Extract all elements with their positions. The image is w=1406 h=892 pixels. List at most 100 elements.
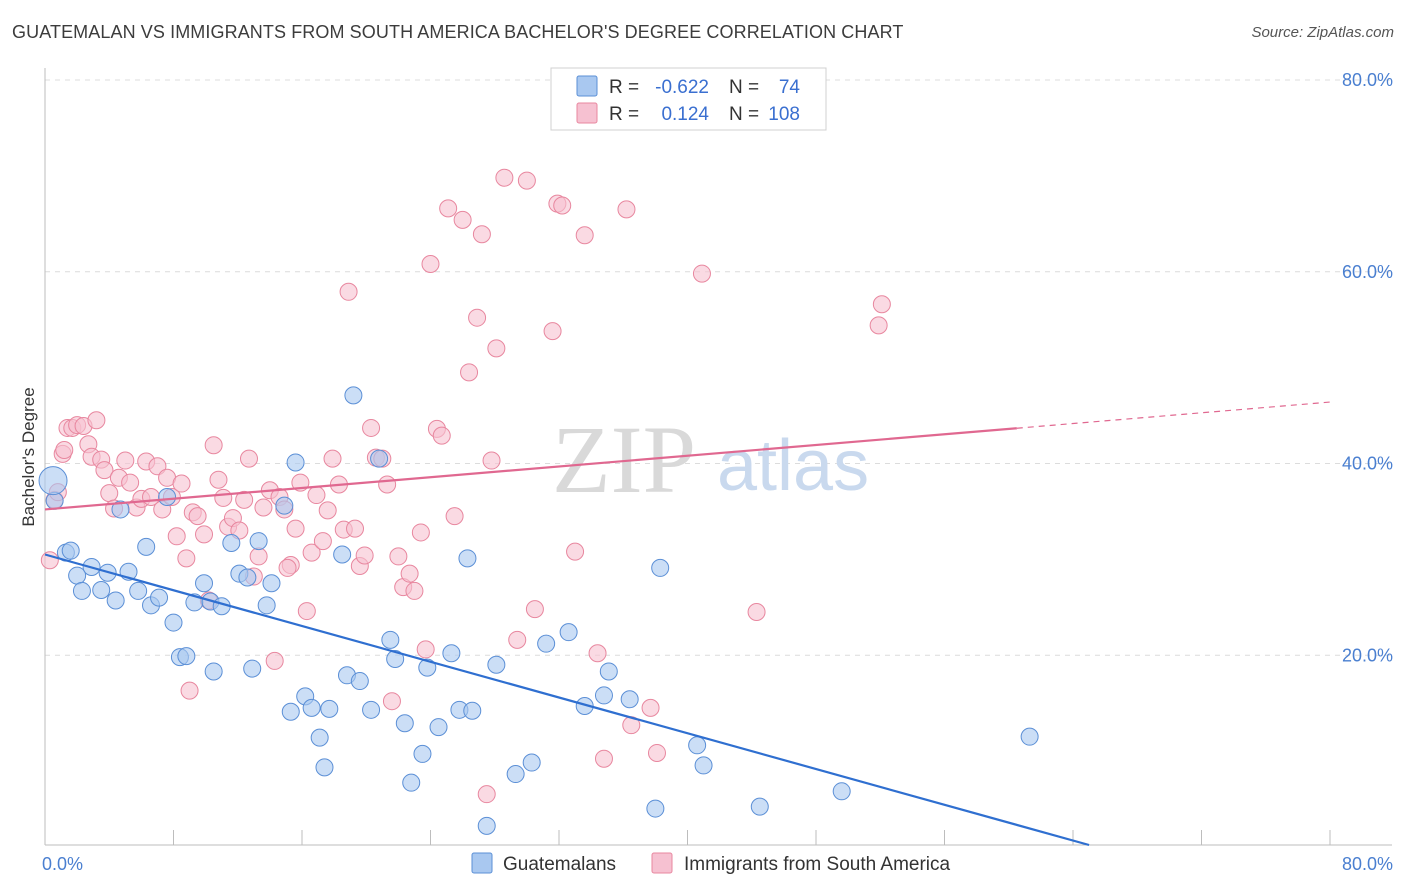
- series-guatemalans-points: [38, 386, 1039, 835]
- data-point-immigrants: [172, 474, 191, 493]
- data-point-immigrants: [389, 547, 408, 566]
- data-point-immigrants: [588, 644, 607, 663]
- data-point-guatemalans: [1020, 727, 1039, 746]
- data-point-immigrants: [553, 196, 572, 215]
- data-point-immigrants: [495, 168, 514, 187]
- data-point-immigrants: [453, 210, 472, 229]
- data-point-guatemalans: [750, 797, 769, 816]
- data-point-guatemalans: [111, 500, 130, 519]
- trend-line-immigrants: [44, 427, 1017, 511]
- legend-r-label-2: R =: [609, 104, 639, 125]
- data-point-immigrants: [346, 519, 365, 538]
- data-point-immigrants: [204, 436, 223, 455]
- data-point-immigrants: [209, 470, 228, 489]
- data-point-guatemalans: [386, 650, 405, 669]
- data-point-immigrants: [566, 542, 585, 561]
- data-point-immigrants: [235, 490, 254, 509]
- data-point-immigrants: [468, 308, 487, 327]
- data-point-immigrants: [477, 785, 496, 804]
- data-point-guatemalans: [320, 699, 339, 718]
- data-point-guatemalans: [646, 799, 665, 818]
- data-point-guatemalans: [506, 765, 525, 784]
- data-point-guatemalans: [594, 686, 613, 705]
- x-tick-label: 80.0%: [1342, 854, 1393, 874]
- data-point-guatemalans: [442, 644, 461, 663]
- data-point-immigrants: [254, 498, 273, 517]
- x-tick-label: 0.0%: [42, 854, 83, 874]
- legend-swatch-blue: [576, 75, 598, 97]
- series-legend: Guatemalans Immigrants from South Americ…: [471, 852, 951, 875]
- data-point-guatemalans: [158, 487, 177, 506]
- data-point-immigrants: [167, 527, 186, 546]
- data-point-guatemalans: [222, 533, 241, 552]
- bottom-legend-swatch-pink: [651, 852, 673, 874]
- data-point-immigrants: [239, 449, 258, 468]
- data-point-immigrants: [869, 316, 888, 335]
- trend-line-guatemalans: [44, 553, 1090, 847]
- data-point-immigrants: [439, 199, 458, 218]
- data-point-immigrants: [421, 254, 440, 273]
- legend-swatch-pink: [576, 102, 598, 124]
- data-point-guatemalans: [522, 753, 541, 772]
- data-point-immigrants: [121, 473, 140, 492]
- data-point-guatemalans: [599, 662, 618, 681]
- data-point-guatemalans: [243, 659, 262, 678]
- y-axis-title: Bachelor's Degree: [19, 387, 38, 526]
- data-point-guatemalans: [559, 623, 578, 642]
- data-point-guatemalans: [344, 386, 363, 405]
- data-point-guatemalans: [477, 816, 496, 835]
- data-point-guatemalans: [262, 574, 281, 593]
- data-point-immigrants: [265, 651, 284, 670]
- data-point-immigrants: [432, 426, 451, 445]
- bottom-legend-immigrants: Immigrants from South America: [684, 854, 951, 875]
- watermark-zip: ZIP: [552, 406, 696, 513]
- data-point-immigrants: [575, 226, 594, 245]
- legend-r-value-1: -0.622: [655, 77, 709, 98]
- y-tick-label: 80.0%: [1342, 70, 1393, 90]
- y-tick-label: 60.0%: [1342, 262, 1393, 282]
- data-point-immigrants: [872, 295, 891, 314]
- data-point-immigrants: [286, 519, 305, 538]
- data-point-guatemalans: [832, 782, 851, 801]
- data-point-immigrants: [543, 322, 562, 341]
- watermark-atlas: atlas: [717, 426, 869, 506]
- data-point-immigrants: [177, 549, 196, 568]
- data-point-guatemalans: [463, 701, 482, 720]
- bottom-legend-swatch-blue: [471, 852, 493, 874]
- trend-line-immigrants-extension: [1016, 401, 1331, 429]
- data-point-guatemalans: [164, 613, 183, 632]
- legend-r-value-2: 0.124: [661, 104, 709, 125]
- data-point-immigrants: [180, 681, 199, 700]
- data-point-guatemalans: [129, 581, 148, 600]
- data-point-immigrants: [411, 523, 430, 542]
- data-point-guatemalans: [418, 658, 437, 677]
- data-point-guatemalans: [281, 702, 300, 721]
- x-tick-labels: 0.0% 80.0%: [42, 854, 1393, 874]
- axes: [44, 68, 1392, 846]
- data-point-immigrants: [641, 698, 660, 717]
- data-point-guatemalans: [38, 466, 68, 496]
- data-point-guatemalans: [238, 568, 257, 587]
- data-point-guatemalans: [177, 647, 196, 666]
- data-point-guatemalans: [402, 773, 421, 792]
- data-point-guatemalans: [413, 744, 432, 763]
- data-point-immigrants: [692, 264, 711, 283]
- data-point-guatemalans: [150, 588, 169, 607]
- data-point-guatemalans: [362, 700, 381, 719]
- data-point-immigrants: [747, 603, 766, 622]
- legend-n-value-2: 108: [768, 104, 800, 125]
- data-point-guatemalans: [688, 736, 707, 755]
- data-point-immigrants: [382, 692, 401, 711]
- data-point-guatemalans: [651, 558, 670, 577]
- data-point-guatemalans: [61, 541, 80, 560]
- data-point-immigrants: [487, 339, 506, 358]
- data-point-immigrants: [188, 507, 207, 526]
- data-point-guatemalans: [350, 672, 369, 691]
- data-point-immigrants: [313, 532, 332, 551]
- data-point-guatemalans: [195, 574, 214, 593]
- data-point-immigrants: [416, 640, 435, 659]
- data-point-immigrants: [116, 451, 135, 470]
- data-point-immigrants: [378, 475, 397, 494]
- y-tick-label: 40.0%: [1342, 454, 1393, 474]
- data-point-immigrants: [525, 600, 544, 619]
